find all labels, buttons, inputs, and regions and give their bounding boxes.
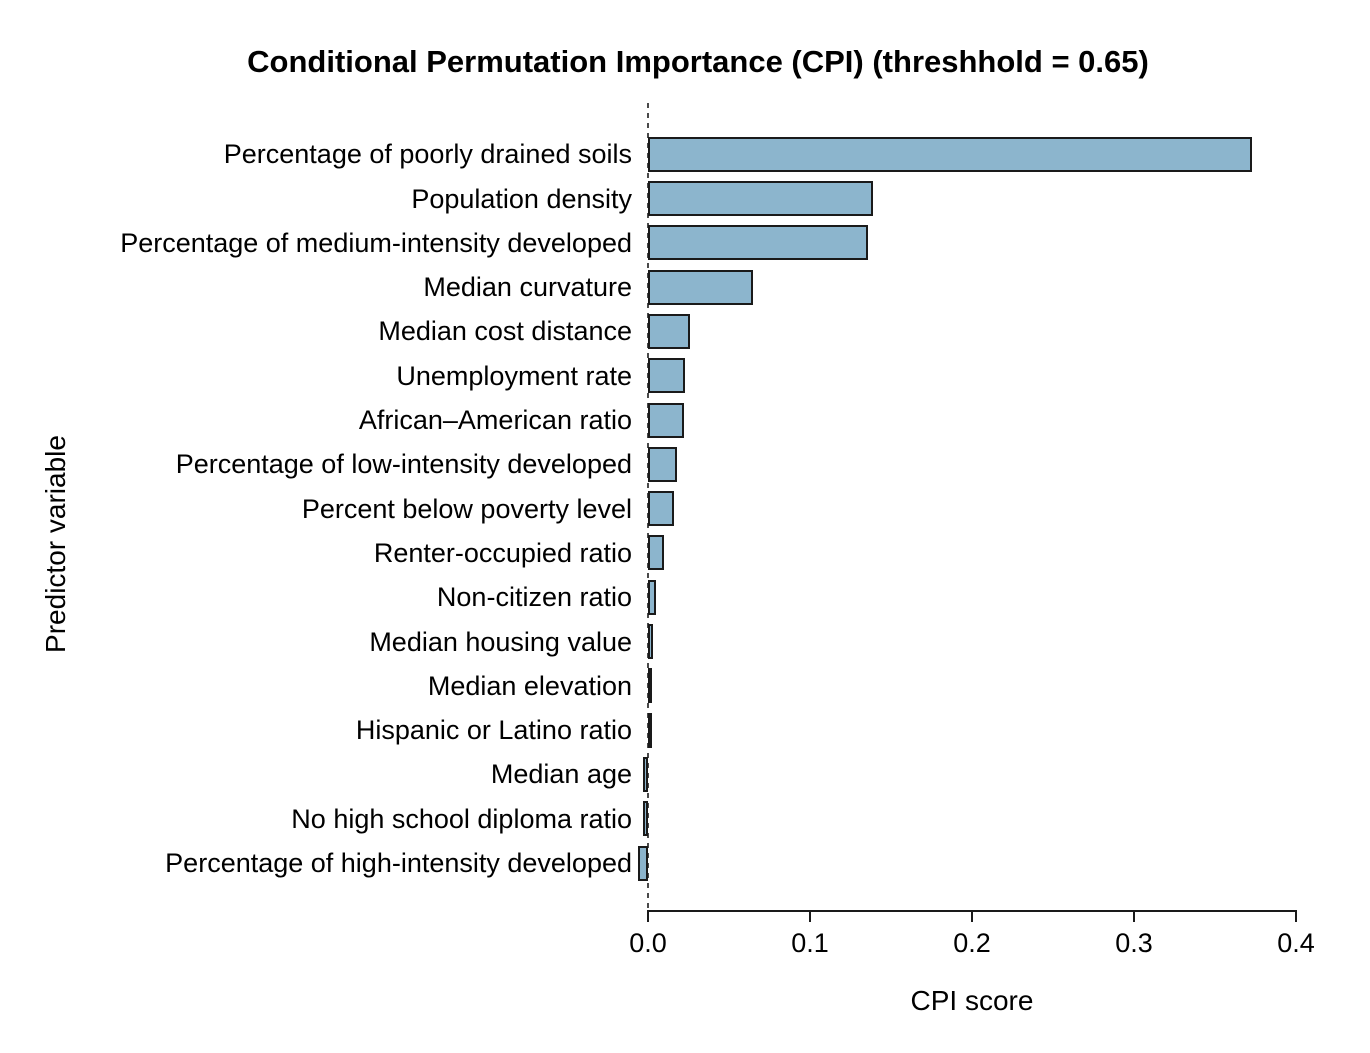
x-tick-label: 0.3 [1115,928,1153,958]
x-tick-mark [1295,911,1297,922]
x-tick-label: 0.4 [1277,928,1315,958]
x-tick-mark [1133,911,1135,922]
category-label: Non-citizen ratio [436,582,632,613]
bar [648,181,874,216]
category-label: Percentage of poorly drained soils [223,139,632,170]
bar [648,402,684,438]
x-tick-mark [971,911,973,922]
category-label: Percentage of low-intensity developed [175,449,632,480]
bar [638,845,648,881]
bar [648,535,665,571]
bar [648,313,691,349]
bar [648,624,653,659]
category-label: Hispanic or Latino ratio [355,715,632,746]
bar [648,269,754,305]
bar [643,801,648,837]
x-tick-label: 0.2 [953,928,991,958]
category-label: African–American ratio [358,405,632,435]
category-label: Median curvature [423,272,632,303]
bar [648,712,652,748]
x-axis-label: CPI score [910,985,1034,1016]
category-label: Percentage of medium-intensity developed [120,227,632,258]
chart-title: Conditional Permutation Importance (CPI)… [247,44,1149,79]
x-tick-label: 0.0 [629,928,667,958]
x-tick-mark [809,911,811,922]
bar [648,491,674,527]
y-axis-label: Predictor variable [40,435,71,653]
category-label: Median elevation [427,670,632,701]
category-label: Median age [490,759,632,790]
category-label: Population density [411,183,632,214]
category-label: Percentage of high-intensity developed [165,848,632,878]
category-label: Unemployment rate [396,360,632,391]
category-label: Median cost distance [378,316,632,347]
category-label: Renter-occupied ratio [373,537,632,568]
bar [648,579,657,615]
bar [648,225,869,261]
x-tick-mark [647,911,649,922]
bar [648,668,652,704]
x-tick-label: 0.1 [791,928,829,958]
bar [643,756,648,792]
bar [648,446,678,482]
category-label: Median housing value [369,626,632,657]
category-label: No high school diploma ratio [291,803,632,834]
bar [648,358,686,394]
bar [648,136,1253,172]
category-label: Percent below poverty level [301,493,632,524]
